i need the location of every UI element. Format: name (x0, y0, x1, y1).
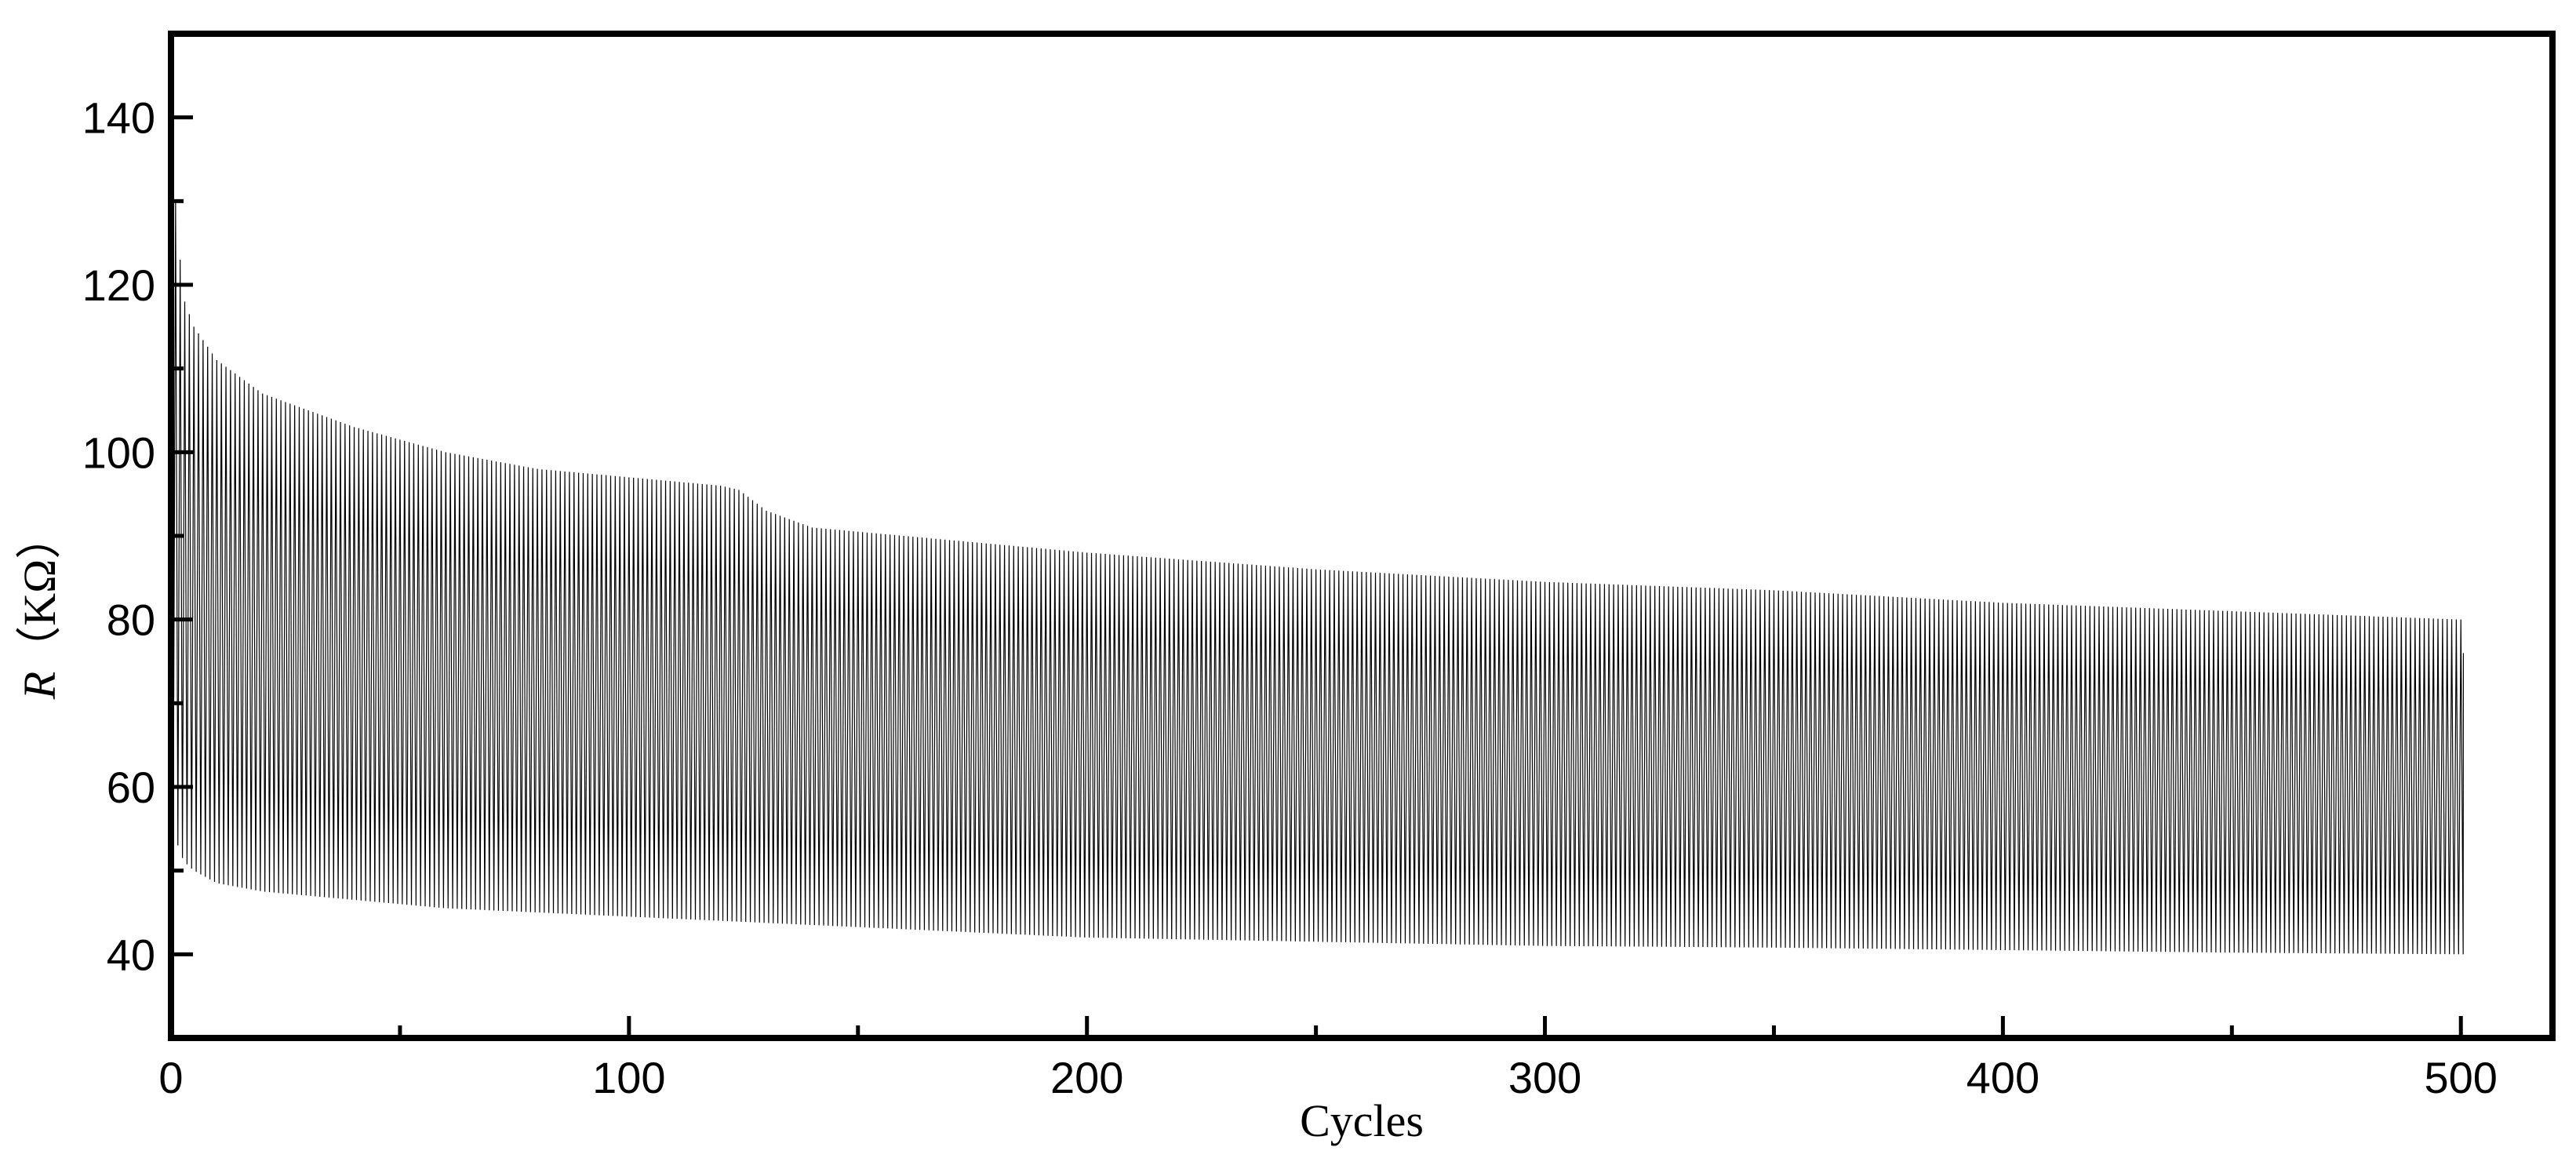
y-tick-label: 120 (82, 260, 155, 310)
y-tick-label: 140 (82, 93, 155, 143)
x-axis-title: Cycles (1300, 1095, 1424, 1146)
y-tick-label: 40 (107, 930, 155, 979)
x-tick-label: 0 (158, 1053, 183, 1102)
y-axis-symbol: R (14, 672, 65, 700)
x-tick-label: 500 (2425, 1053, 2498, 1102)
y-axis-unit: （KΩ） (14, 514, 65, 672)
x-tick-label: 300 (1508, 1053, 1581, 1102)
x-tick-label: 100 (592, 1053, 665, 1102)
plot-area (170, 117, 2465, 955)
x-tick-label: 400 (1967, 1053, 2039, 1102)
y-tick-label: 60 (107, 763, 155, 812)
resistance-signal-line (170, 117, 2465, 955)
y-axis-ticks: 40 60 80 100 120 140 (82, 93, 193, 979)
y-axis-title: R（KΩ） (14, 514, 65, 700)
y-tick-label: 100 (82, 428, 155, 477)
y-tick-label: 80 (107, 595, 155, 645)
x-axis-ticks: 0 100 200 300 400 500 (158, 1016, 2498, 1102)
x-tick-label: 200 (1050, 1053, 1123, 1102)
